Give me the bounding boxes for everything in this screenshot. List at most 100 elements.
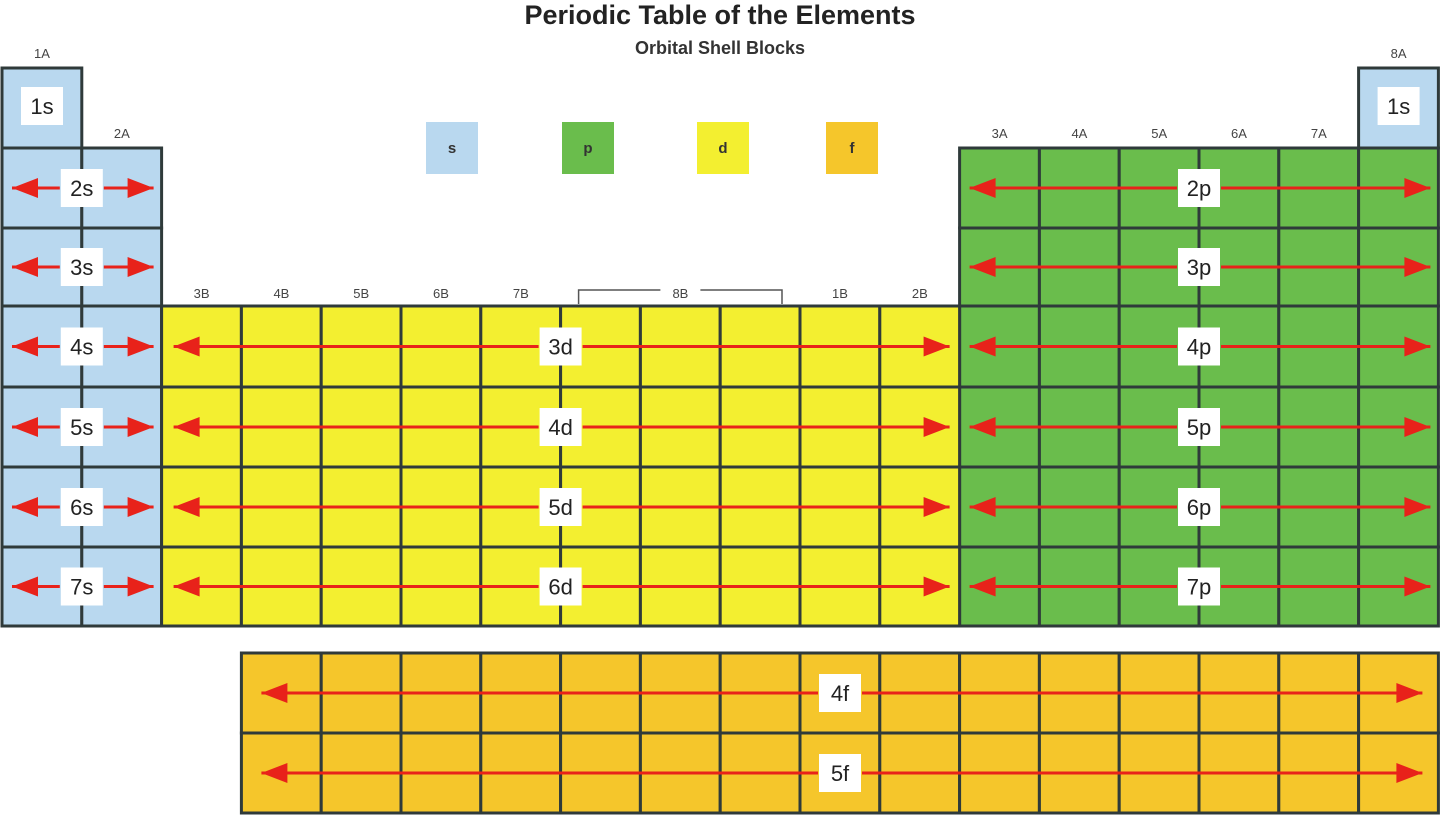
arrow-right-head — [127, 257, 154, 277]
diagram-title: Periodic Table of the Elements — [524, 0, 916, 30]
arrow-right-head — [127, 497, 154, 517]
group-label: 6A — [1231, 126, 1247, 141]
orbital-label-box — [60, 248, 103, 286]
group-label: 6B — [433, 286, 449, 301]
orbital-label: 6p — [1187, 495, 1211, 520]
orbital-label-box — [21, 87, 63, 125]
legend-swatch-f — [826, 122, 878, 174]
group-label: 7B — [513, 286, 529, 301]
arrow-right-head — [923, 576, 950, 597]
legend-label-s: s — [448, 140, 456, 157]
arrow-left-head — [969, 257, 996, 277]
orbital-label-box — [60, 567, 103, 606]
legend-swatch-s — [426, 122, 478, 174]
orbital-label: 4f — [831, 681, 850, 706]
orbital-label-box — [1178, 248, 1220, 286]
orbital-label: 3s — [70, 255, 93, 280]
arrow-left-head — [969, 497, 996, 517]
group-label-bg — [660, 282, 701, 300]
orbital-label: 2p — [1187, 176, 1211, 201]
orbital-label: 1s — [30, 94, 53, 119]
arrow-right-head — [127, 336, 154, 357]
orbital-label: 6d — [548, 575, 572, 600]
orbital-label: 4d — [548, 415, 572, 440]
arrow-right-head — [127, 178, 154, 198]
group-label: 1B — [832, 286, 848, 301]
orbital-label-box — [539, 488, 582, 526]
orbital-label: 5p — [1187, 415, 1211, 440]
arrow-right-head — [127, 417, 154, 437]
orbital-label: 3p — [1187, 255, 1211, 280]
orbital-label-box — [1377, 87, 1420, 125]
arrow-left-head — [969, 336, 996, 357]
group-label: 7A — [1311, 126, 1327, 141]
group-label: 4A — [1071, 126, 1087, 141]
group-label: 5A — [1151, 126, 1167, 141]
arrow-right-head — [923, 336, 950, 357]
group-label: 8A — [1391, 46, 1407, 61]
group-label: 3A — [992, 126, 1008, 141]
group-label: 1A — [34, 46, 50, 61]
arrow-right-head — [1396, 763, 1423, 783]
orbital-label-box — [60, 408, 103, 446]
group-label: 8B — [672, 286, 688, 301]
legend-label-p: p — [583, 140, 592, 157]
orbital-label: 7p — [1187, 575, 1211, 600]
legend-label-d: d — [718, 140, 727, 157]
arrow-left-head — [173, 497, 200, 517]
arrow-right-head — [127, 576, 154, 597]
arrow-right-head — [1404, 257, 1431, 277]
orbital-label: 6s — [70, 495, 93, 520]
arrow-left-head — [12, 417, 38, 437]
orbital-label-box — [60, 488, 103, 526]
arrow-left-head — [12, 497, 38, 517]
arrow-right-head — [1404, 576, 1431, 597]
orbital-label-box — [819, 674, 861, 712]
orbital-label-box — [1178, 408, 1220, 446]
orbital-label-box — [1178, 567, 1220, 606]
legend-swatch-p — [562, 122, 614, 174]
orbital-label-box — [1178, 169, 1220, 207]
arrow-right-head — [1404, 497, 1431, 517]
orbital-label-box — [1178, 327, 1220, 366]
group-label: 5B — [353, 286, 369, 301]
arrow-left-head — [969, 178, 996, 198]
arrow-right-head — [1404, 336, 1431, 357]
diagram-subtitle: Orbital Shell Blocks — [634, 38, 806, 58]
arrow-left-head — [969, 576, 996, 597]
orbital-label-box — [539, 567, 582, 606]
arrow-right-head — [923, 497, 950, 517]
arrow-right-head — [1404, 178, 1431, 198]
group-label: 4B — [273, 286, 289, 301]
legend-label-f: f — [850, 140, 856, 157]
orbital-label-box — [60, 169, 103, 207]
arrow-left-head — [12, 336, 38, 357]
legend-swatch-d — [697, 122, 749, 174]
arrow-left-head — [173, 336, 200, 357]
arrow-right-head — [1396, 683, 1423, 703]
orbital-label: 7s — [70, 575, 93, 600]
orbital-label: 5s — [70, 415, 93, 440]
arrow-left-head — [969, 417, 996, 437]
orbital-label-box — [1178, 488, 1220, 526]
arrow-left-head — [12, 257, 38, 277]
group-label: 2B — [912, 286, 928, 301]
arrow-left-head — [261, 683, 288, 703]
orbital-label: 1s — [1387, 94, 1410, 119]
orbital-label-box — [819, 754, 861, 792]
orbital-label: 3d — [548, 335, 572, 360]
arrow-right-head — [923, 417, 950, 437]
orbital-label-box — [60, 327, 103, 366]
group-label: 3B — [194, 286, 210, 301]
orbital-label-box — [539, 327, 582, 366]
orbital-label: 2s — [70, 176, 93, 201]
orbital-label-box — [539, 408, 582, 446]
arrow-right-head — [1404, 417, 1431, 437]
orbital-label: 4s — [70, 335, 93, 360]
orbital-label: 4p — [1187, 335, 1211, 360]
arrow-left-head — [173, 576, 200, 597]
group-label: 2A — [114, 126, 130, 141]
orbital-label: 5d — [548, 495, 572, 520]
arrow-left-head — [12, 178, 38, 198]
